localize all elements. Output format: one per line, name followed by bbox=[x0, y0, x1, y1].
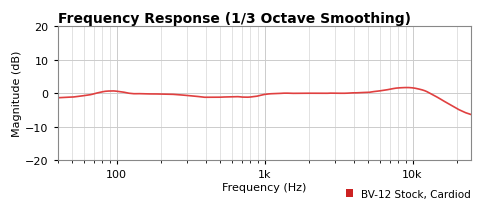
X-axis label: Frequency (Hz): Frequency (Hz) bbox=[222, 182, 306, 192]
Y-axis label: Magnitude (dB): Magnitude (dB) bbox=[12, 51, 23, 137]
Legend: BV-12 Stock, Cardiod: BV-12 Stock, Cardiod bbox=[345, 189, 470, 199]
Text: Frequency Response (1/3 Octave Smoothing): Frequency Response (1/3 Octave Smoothing… bbox=[58, 12, 410, 26]
